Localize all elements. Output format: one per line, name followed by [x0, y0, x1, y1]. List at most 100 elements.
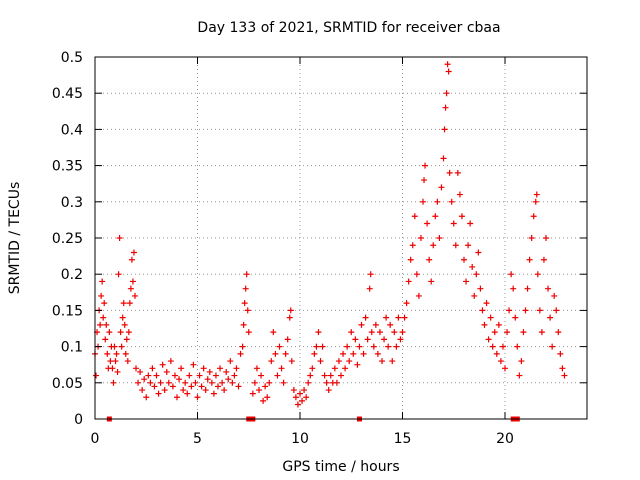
y-tick-label-1: 0.05 [52, 376, 83, 392]
data-point-76 [206, 368, 213, 375]
data-point-96 [243, 271, 250, 278]
data-point-10 [102, 336, 109, 343]
data-point-73 [200, 365, 207, 372]
data-point-212 [469, 263, 476, 270]
data-point-22 [114, 368, 121, 375]
data-point-86 [227, 358, 234, 365]
data-point-146 [344, 343, 351, 350]
data-point-241 [528, 235, 535, 241]
data-point-89 [233, 365, 240, 372]
data-point-30 [122, 350, 129, 357]
data-point-106 [264, 394, 271, 401]
data-point-226 [497, 358, 504, 365]
data-point-61 [176, 376, 183, 383]
data-point-59 [171, 372, 178, 379]
data-point-171 [393, 343, 400, 350]
data-point-148 [348, 329, 355, 336]
data-point-161 [372, 321, 379, 328]
data-point-227 [499, 343, 506, 350]
data-point-157 [366, 285, 373, 292]
data-point-107 [266, 379, 273, 386]
x-axis-label: GPS time / hours [282, 459, 399, 475]
data-point-225 [495, 321, 502, 328]
data-point-190 [430, 242, 437, 249]
data-point-25 [117, 329, 124, 336]
data-point-159 [368, 329, 375, 336]
data-point-46 [145, 372, 152, 379]
data-point-216 [477, 285, 484, 292]
data-point-151 [354, 361, 361, 368]
data-point-114 [280, 379, 287, 386]
data-point-185 [421, 177, 428, 184]
data-point-110 [272, 350, 279, 357]
data-point-17 [109, 365, 116, 372]
data-point-77 [208, 379, 215, 386]
data-point-99 [249, 390, 256, 397]
data-point-168 [387, 321, 394, 328]
data-point-115 [282, 350, 289, 357]
y-axis-label: SRMTID / TECUs [7, 182, 23, 295]
data-point-194 [438, 184, 445, 191]
data-point-180 [411, 213, 418, 220]
y-tick-label-10: 0.5 [61, 50, 83, 66]
data-point-184 [420, 198, 426, 205]
plot-frame [94, 56, 588, 420]
data-point-155 [362, 314, 369, 321]
data-point-37 [129, 278, 136, 285]
data-point-236 [518, 358, 525, 365]
chart-title: Day 133 of 2021, SRMTID for receiver cba… [197, 20, 500, 36]
data-point-66 [186, 372, 193, 379]
data-point-111 [274, 372, 281, 379]
data-point-230 [506, 307, 513, 314]
data-point-199 [444, 61, 451, 68]
data-point-253 [551, 292, 558, 299]
data-point-129 [309, 365, 316, 372]
data-point-233 [512, 314, 519, 321]
data-point-78 [210, 390, 217, 397]
data-point-50 [153, 372, 160, 379]
y-tick-label-7: 0.35 [52, 159, 83, 175]
data-point-92 [239, 343, 246, 350]
data-point-224 [493, 350, 500, 357]
data-point-63 [180, 387, 187, 394]
data-point-257 [559, 365, 566, 372]
data-point-93 [240, 321, 247, 328]
y-tick-label-2: 0.1 [61, 340, 83, 356]
data-point-85 [225, 376, 232, 383]
data-point-79 [212, 372, 219, 379]
data-point-9 [101, 300, 108, 307]
data-point-134 [319, 343, 326, 350]
grid-lines [95, 57, 587, 419]
data-point-35 [127, 285, 134, 292]
data-point-103 [258, 372, 265, 379]
data-point-191 [432, 213, 439, 220]
data-point-206 [456, 191, 463, 198]
data-point-90 [235, 383, 242, 390]
data-point-175 [401, 314, 408, 321]
y-tick-label-9: 0.45 [52, 86, 83, 102]
y-tick-label-8: 0.4 [61, 122, 83, 138]
data-point-98 [245, 329, 252, 336]
data-point-55 [163, 368, 170, 375]
y-tick-label-6: 0.3 [61, 195, 83, 211]
data-point-219 [483, 300, 490, 307]
data-point-170 [391, 329, 398, 336]
data-point-160 [370, 343, 377, 350]
data-point-1 [93, 372, 100, 379]
data-point-126 [303, 394, 310, 401]
data-point-101 [253, 365, 260, 372]
data-point-201 [446, 169, 453, 176]
data-point-237 [520, 329, 527, 336]
data-point-189 [428, 278, 435, 285]
data-point-68 [190, 361, 197, 368]
data-point-156 [364, 336, 371, 343]
data-point-192 [434, 198, 441, 205]
data-point-244 [533, 191, 540, 198]
data-point-231 [508, 271, 515, 278]
data-point-152 [356, 343, 363, 350]
data-point-144 [340, 350, 347, 357]
data-point-211 [467, 220, 474, 227]
data-point-200 [445, 68, 452, 75]
data-point-147 [346, 358, 353, 365]
data-point-258 [561, 372, 568, 379]
